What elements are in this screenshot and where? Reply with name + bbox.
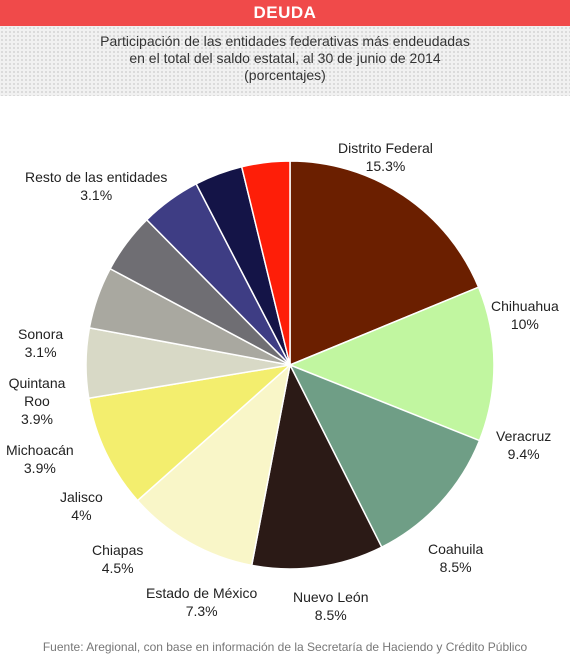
label-name: Distrito Federal — [338, 140, 433, 156]
label-name: Veracruz — [496, 428, 552, 444]
label-value: 3.9% — [21, 411, 53, 427]
header-title: DEUDA — [253, 3, 317, 22]
label-name: Sonora — [18, 326, 64, 342]
label-name: Nuevo León — [293, 589, 369, 605]
label-value: 10% — [510, 316, 539, 332]
subtitle-line-1: Participación de las entidades federativ… — [100, 33, 470, 49]
label-value: 15.3% — [365, 158, 406, 174]
subtitle-line-3: (porcentajes) — [244, 67, 326, 83]
label-value: 7.3% — [185, 603, 218, 619]
label-value: 8.5% — [439, 559, 472, 575]
label-name: Chiapas — [92, 542, 144, 558]
label-name: Michoacán — [6, 442, 74, 458]
label-value: 4.5% — [101, 560, 134, 576]
label-value: 9.4% — [507, 446, 540, 462]
chart-header: DEUDA — [0, 0, 570, 26]
label-name: Jalisco — [60, 489, 103, 505]
pie-slice-coahuila — [250, 362, 383, 570]
pie-slice-estado-de-méxico — [87, 363, 293, 502]
label-jalisco: Jalisco 4% — [60, 488, 103, 524]
label-name: Chihuahua — [491, 298, 559, 314]
label-michoacan: Michoacán 3.9% — [6, 441, 74, 477]
label-veracruz: Veracruz 9.4% — [496, 427, 551, 463]
pie-slice-nuevo-león — [136, 362, 292, 567]
pie-slice-veracruz — [288, 363, 481, 549]
label-nuevo-leon: Nuevo León 8.5% — [293, 588, 369, 624]
label-name: Coahuila — [428, 541, 484, 557]
subtitle-line-2: en el total del saldo estatal, al 30 de … — [129, 50, 441, 66]
pie-slice-distrito-federal — [289, 160, 480, 367]
label-value: 3.1% — [80, 187, 113, 203]
pie-slice-resto-de-las-entidades — [240, 160, 291, 366]
label-quintana-roo: Quintana Roo 3.9% — [6, 374, 68, 428]
subtitle-box: Participación de las entidades federativ… — [0, 26, 570, 96]
label-name: Resto de las entidades — [25, 169, 168, 185]
label-name: Estado de México — [146, 585, 258, 601]
label-sonora: Sonora 3.1% — [18, 325, 63, 361]
label-value: 8.5% — [314, 607, 347, 623]
label-chiapas: Chiapas 4.5% — [92, 541, 143, 577]
label-resto-de-las-entidades: Resto de las entidades 3.1% — [25, 168, 167, 204]
label-value: 3.1% — [24, 344, 57, 360]
label-name: Quintana Roo — [8, 375, 66, 409]
label-value: 3.9% — [23, 460, 56, 476]
source-note: Fuente: Aregional, con base en informaci… — [42, 640, 528, 654]
label-estado-de-mexico: Estado de México 7.3% — [146, 584, 257, 620]
label-value: 4% — [71, 507, 92, 523]
label-chihuahua: Chihuahua 10% — [491, 297, 559, 333]
label-distrito-federal: Distrito Federal 15.3% — [338, 139, 433, 175]
pie-slice-chihuahua — [288, 286, 495, 442]
label-coahuila: Coahuila 8.5% — [428, 540, 483, 576]
